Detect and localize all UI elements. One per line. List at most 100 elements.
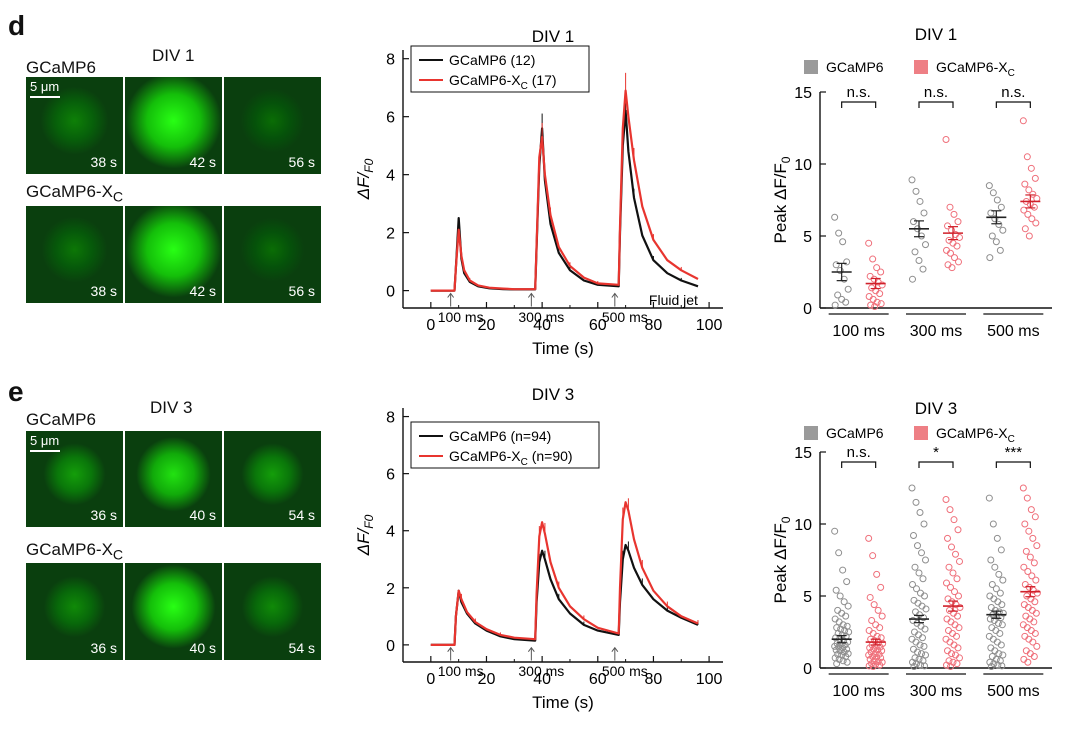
scatter-chart-d: DIV 1 GCaMP6 GCaMP6-XC 0 5 10 15 Peak ΔF/F0 100 …	[771, 25, 1052, 340]
data-point	[944, 534, 951, 542]
legend-swatch	[804, 426, 818, 440]
timestamp-label: 40 s	[189, 640, 216, 656]
x-axis-label: Time (s)	[532, 339, 594, 358]
data-point	[842, 298, 850, 306]
data-point	[994, 661, 1002, 669]
data-point	[997, 641, 1005, 649]
data-point	[834, 291, 842, 299]
significance-bracket	[841, 101, 877, 108]
data-point	[920, 520, 928, 528]
data-point	[1032, 219, 1040, 227]
data-point	[951, 588, 958, 596]
data-point	[1024, 568, 1032, 576]
data-point	[1031, 598, 1039, 606]
significance-label: n.s.	[847, 444, 871, 461]
timestamp-label: 40 s	[189, 507, 216, 523]
significance-bracket	[995, 461, 1031, 468]
micrograph-tile: 56 s	[224, 77, 321, 174]
chart-title: DIV 1	[532, 27, 575, 46]
data-point	[910, 532, 917, 540]
data-point	[1025, 527, 1033, 535]
data-point	[947, 583, 954, 591]
stimulus-label: 100 ms	[438, 309, 484, 325]
tile-divider	[222, 206, 224, 303]
data-point	[950, 516, 958, 524]
data-point	[946, 203, 954, 211]
data-point	[918, 549, 925, 557]
data-point	[878, 612, 886, 620]
legend-swatch	[804, 60, 818, 74]
data-point	[986, 658, 994, 666]
x-tick-label: 80	[645, 317, 663, 334]
data-point	[953, 242, 961, 250]
data-point	[844, 602, 852, 610]
y-tick-label: 15	[794, 85, 812, 102]
data-point	[920, 642, 928, 650]
data-point	[999, 226, 1007, 234]
y-tick-label: 0	[803, 661, 812, 678]
data-point	[839, 566, 847, 574]
data-point	[1030, 652, 1038, 660]
stimulus-arrowhead	[527, 646, 535, 653]
data-point	[955, 624, 963, 632]
data-point	[1028, 215, 1036, 223]
x-axis-label: Time (s)	[532, 693, 594, 712]
data-point	[913, 585, 920, 593]
data-point	[922, 556, 929, 564]
data-point	[1033, 642, 1041, 650]
data-point	[951, 254, 958, 262]
chart-title: DIV 3	[915, 399, 958, 418]
data-point	[912, 187, 920, 195]
data-point	[955, 592, 962, 600]
data-point	[908, 176, 916, 184]
x-tick-label: 100	[696, 671, 723, 688]
data-point	[1029, 638, 1037, 646]
data-point	[1033, 542, 1041, 550]
legend-swatch	[914, 426, 928, 440]
data-point	[1021, 180, 1029, 188]
data-point	[1029, 534, 1037, 542]
y-tick-label: 2	[386, 226, 395, 243]
data-point	[909, 275, 916, 283]
data-point	[995, 650, 1003, 658]
data-point	[877, 300, 885, 308]
x-tick-label: 100	[696, 317, 723, 334]
data-point	[998, 601, 1006, 609]
data-point	[910, 218, 917, 226]
x-tick-label: 100 ms	[832, 323, 884, 340]
timestamp-label: 36 s	[90, 640, 117, 656]
data-point	[865, 662, 873, 670]
data-point	[833, 624, 841, 632]
x-tick-label: 300 ms	[910, 683, 962, 700]
data-point	[994, 619, 1002, 627]
x-tick-label: 500 ms	[987, 683, 1039, 700]
stimulus-label: 300 ms	[518, 309, 564, 325]
panel-letter-d: d	[8, 10, 26, 41]
x-tick-label: 60	[589, 671, 607, 688]
micrograph-tile: 40 s	[125, 563, 222, 660]
data-point	[1032, 576, 1040, 584]
x-tick-label: 20	[478, 317, 496, 334]
data-point	[992, 585, 1000, 593]
y-tick-label: 8	[386, 52, 395, 69]
significance-bracket	[918, 461, 954, 468]
data-point	[998, 662, 1006, 670]
legend-label: GCaMP6-XC	[936, 425, 1015, 445]
significance-bracket	[841, 461, 877, 468]
data-point	[986, 615, 994, 623]
data-point	[843, 578, 851, 586]
data-point	[920, 614, 927, 622]
y-tick-label: 10	[794, 157, 812, 174]
data-point	[948, 543, 955, 551]
image-title-e: DIV 3	[150, 398, 193, 417]
data-point	[954, 526, 962, 534]
scale-bar-label: 5 μm	[30, 79, 60, 94]
data-point	[946, 506, 954, 514]
data-point	[922, 241, 929, 249]
legend-label: GCaMP6-XC	[936, 59, 1015, 79]
data-point	[999, 576, 1007, 584]
x-tick-label: 20	[478, 671, 496, 688]
stimulus-arrowhead	[527, 292, 535, 298]
data-point	[835, 229, 843, 237]
